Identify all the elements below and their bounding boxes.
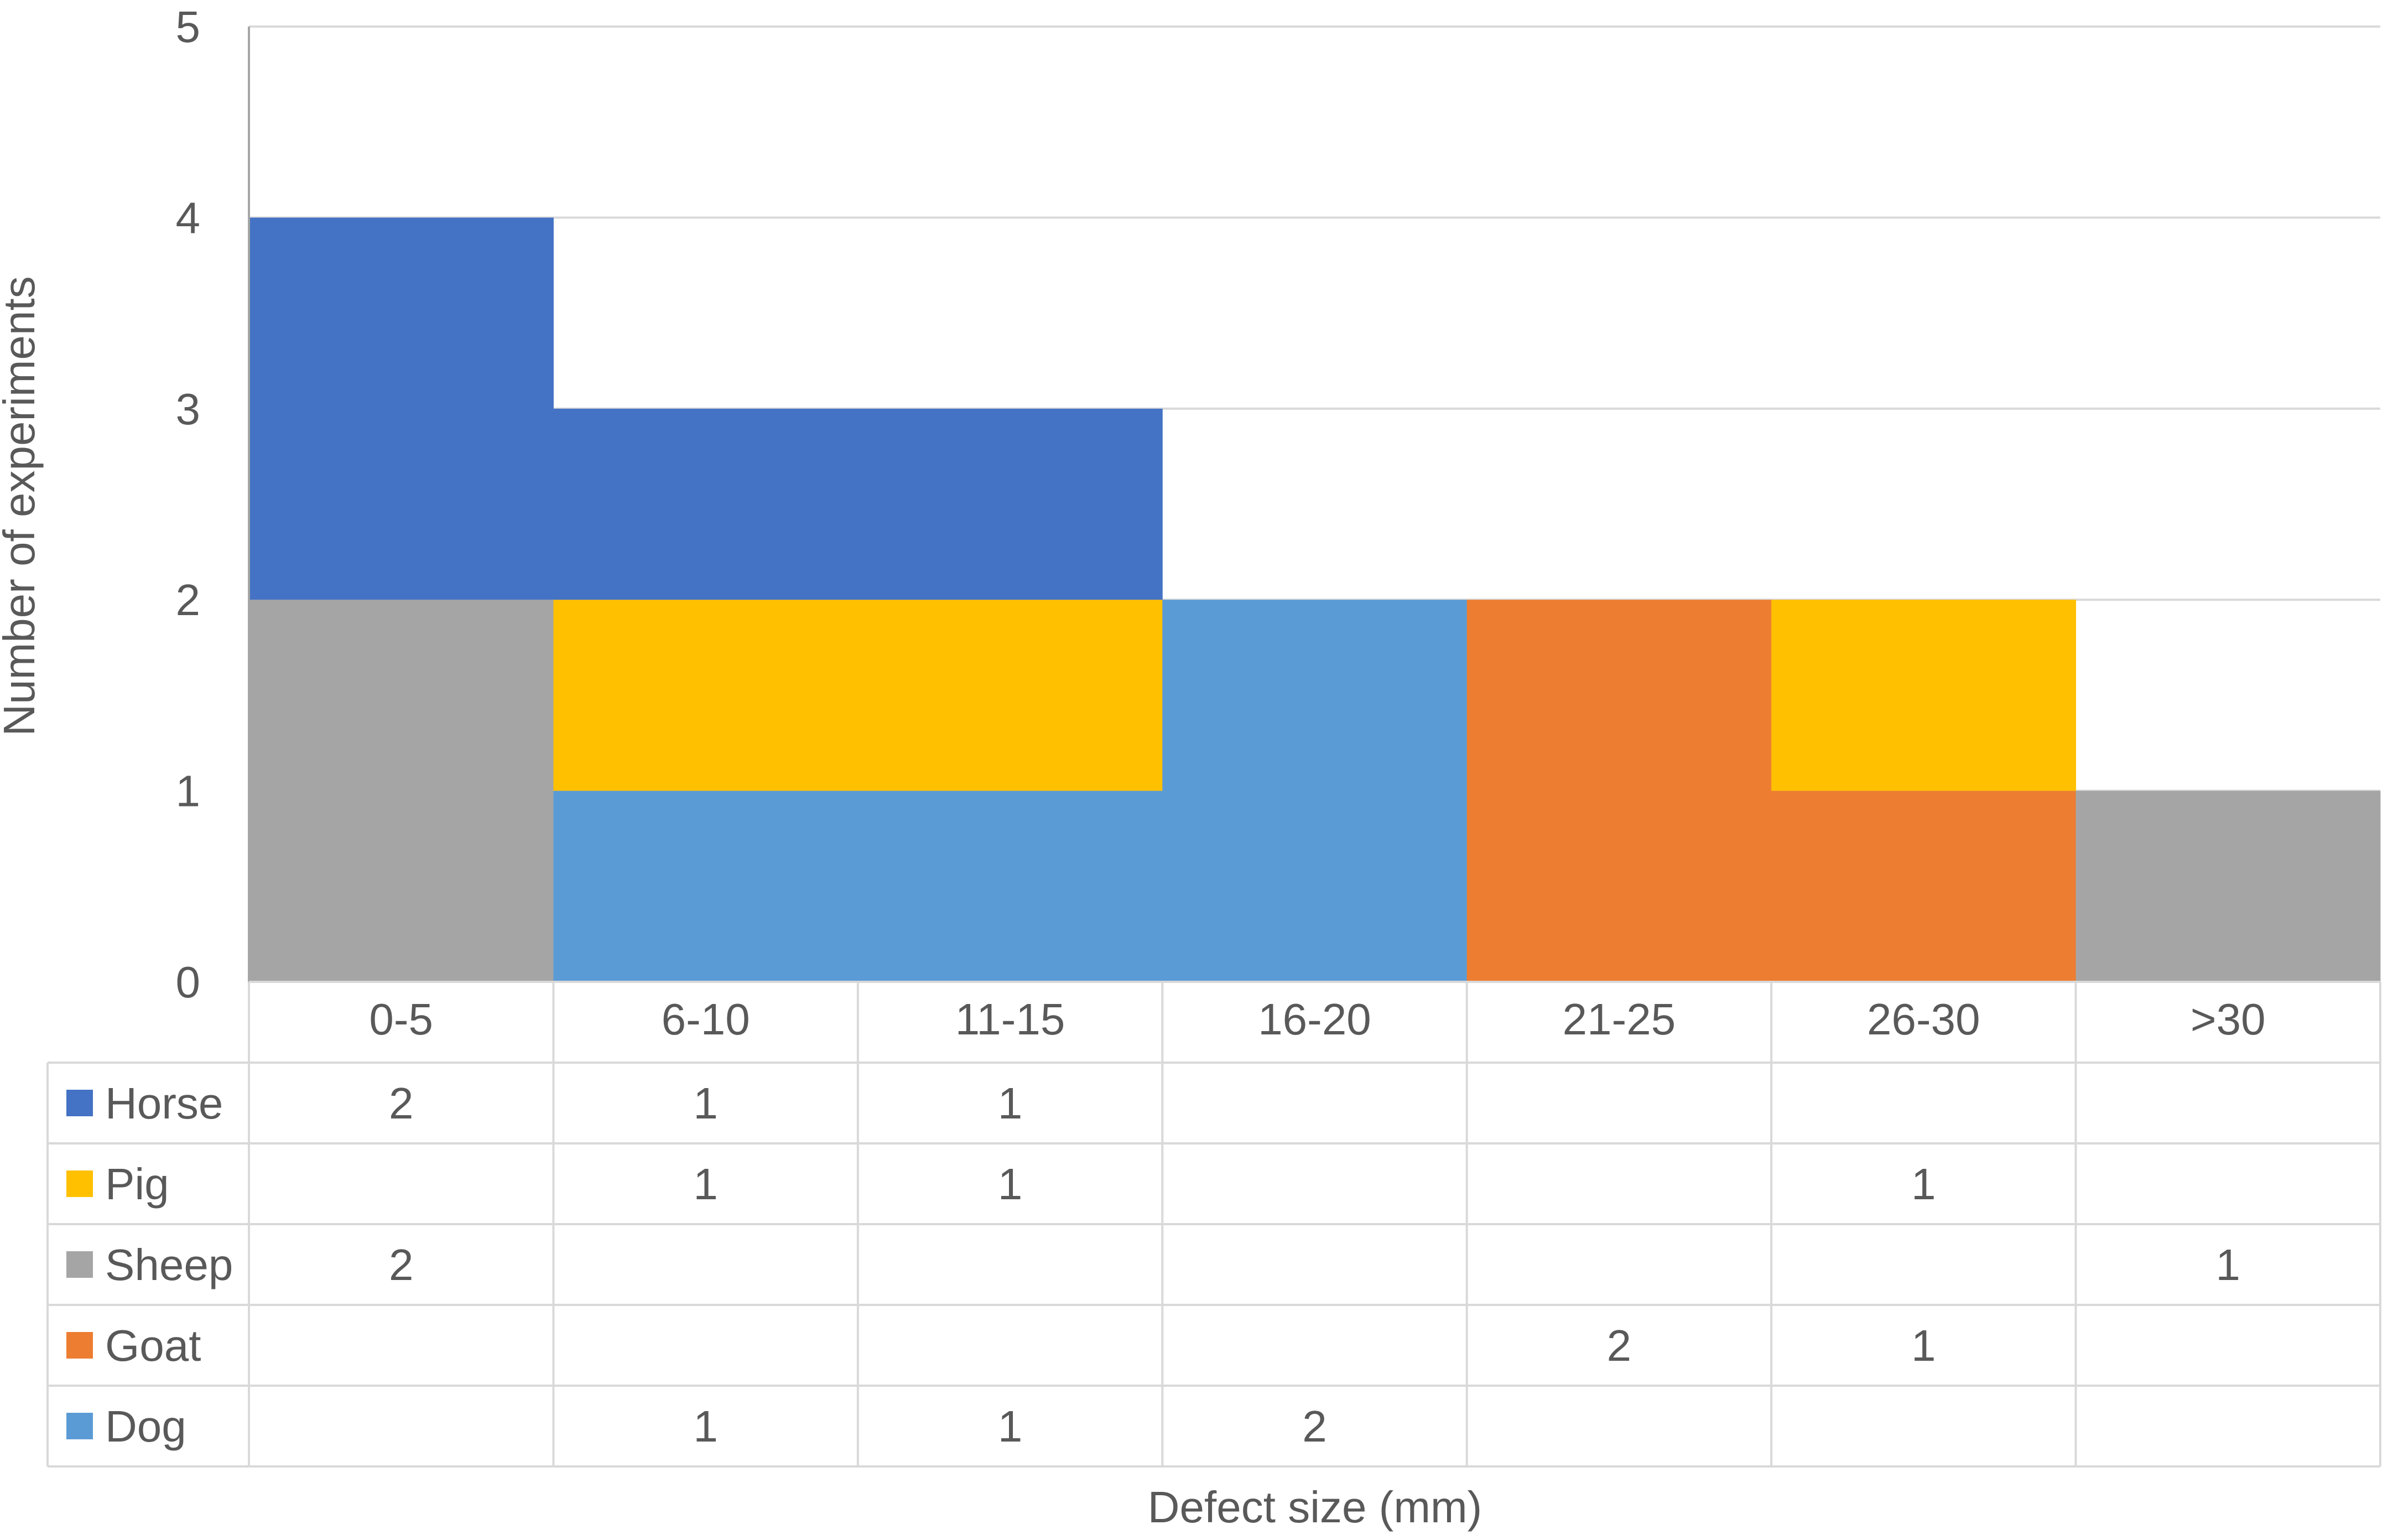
axes	[248, 27, 2380, 983]
table-value: 2	[389, 1079, 414, 1128]
x-tick-label: 11-15	[955, 995, 1065, 1044]
table-value: 2	[1607, 1321, 1632, 1370]
bar-horse-2	[857, 408, 1163, 600]
bar-sheep-0	[249, 600, 554, 982]
x-tick-label: 16-20	[1258, 995, 1371, 1044]
legend-label-sheep: Sheep	[105, 1240, 233, 1289]
legend-swatch-goat	[66, 1332, 93, 1359]
y-tick-labels: 0 1 2 3 4 5	[176, 2, 201, 1007]
legend-swatch-sheep	[66, 1251, 93, 1278]
y-tick-label: 5	[176, 2, 201, 51]
table-value: 1	[998, 1159, 1023, 1209]
bar-sheep-6	[2075, 790, 2381, 982]
bar-dog-2	[857, 790, 1163, 982]
y-tick-label: 4	[176, 193, 201, 242]
bar-pig-2	[857, 600, 1163, 791]
table-value: 1	[1911, 1321, 1936, 1370]
y-tick-label: 3	[176, 384, 201, 434]
x-tick-label: 6-10	[662, 995, 750, 1044]
table-value: 1	[998, 1079, 1023, 1128]
y-tick-label: 0	[176, 958, 201, 1007]
bar-dog-3	[1162, 600, 1468, 982]
table-value: 1	[1911, 1159, 1936, 1209]
table-value: 2	[389, 1240, 414, 1289]
table-value: 1	[998, 1402, 1023, 1451]
legend-label-goat: Goat	[105, 1321, 201, 1370]
y-tick-label: 1	[176, 767, 201, 816]
bar-pig-5	[1771, 600, 2077, 791]
bar-goat-4	[1466, 600, 1772, 982]
bar-horse-1	[553, 408, 859, 600]
table-value: 2	[1302, 1402, 1327, 1451]
x-tick-label: 26-30	[1867, 995, 1980, 1044]
legend-label-pig: Pig	[105, 1159, 169, 1209]
table-value: 1	[693, 1159, 718, 1209]
table-value: 1	[693, 1079, 718, 1128]
x-axis-label: Defect size (mm)	[1148, 1482, 1482, 1532]
bar-segments	[249, 217, 2381, 982]
y-axis-label: Number of experiments	[0, 276, 44, 736]
legend-label-dog: Dog	[105, 1402, 186, 1451]
legend-swatch-pig	[66, 1170, 93, 1197]
bar-horse-0	[249, 217, 554, 600]
x-tick-label: 0-5	[369, 995, 433, 1044]
table-value: 1	[2216, 1240, 2241, 1289]
bar-dog-1	[553, 790, 859, 982]
legend-swatch-horse	[66, 1090, 93, 1116]
bar-goat-5	[1771, 790, 2077, 982]
x-tick-label: >30	[2191, 995, 2266, 1044]
legend-swatch-dog	[66, 1413, 93, 1439]
legend-label-horse: Horse	[105, 1079, 223, 1128]
table-value: 1	[693, 1402, 718, 1451]
data-table: 0-5 6-10 11-15 16-20 21-25 26-30 >30 Horse 2 1 1 Pi…	[46, 982, 2381, 1468]
bar-pig-1	[553, 600, 859, 791]
y-tick-label: 2	[176, 575, 201, 625]
x-tick-label: 21-25	[1563, 995, 1676, 1044]
